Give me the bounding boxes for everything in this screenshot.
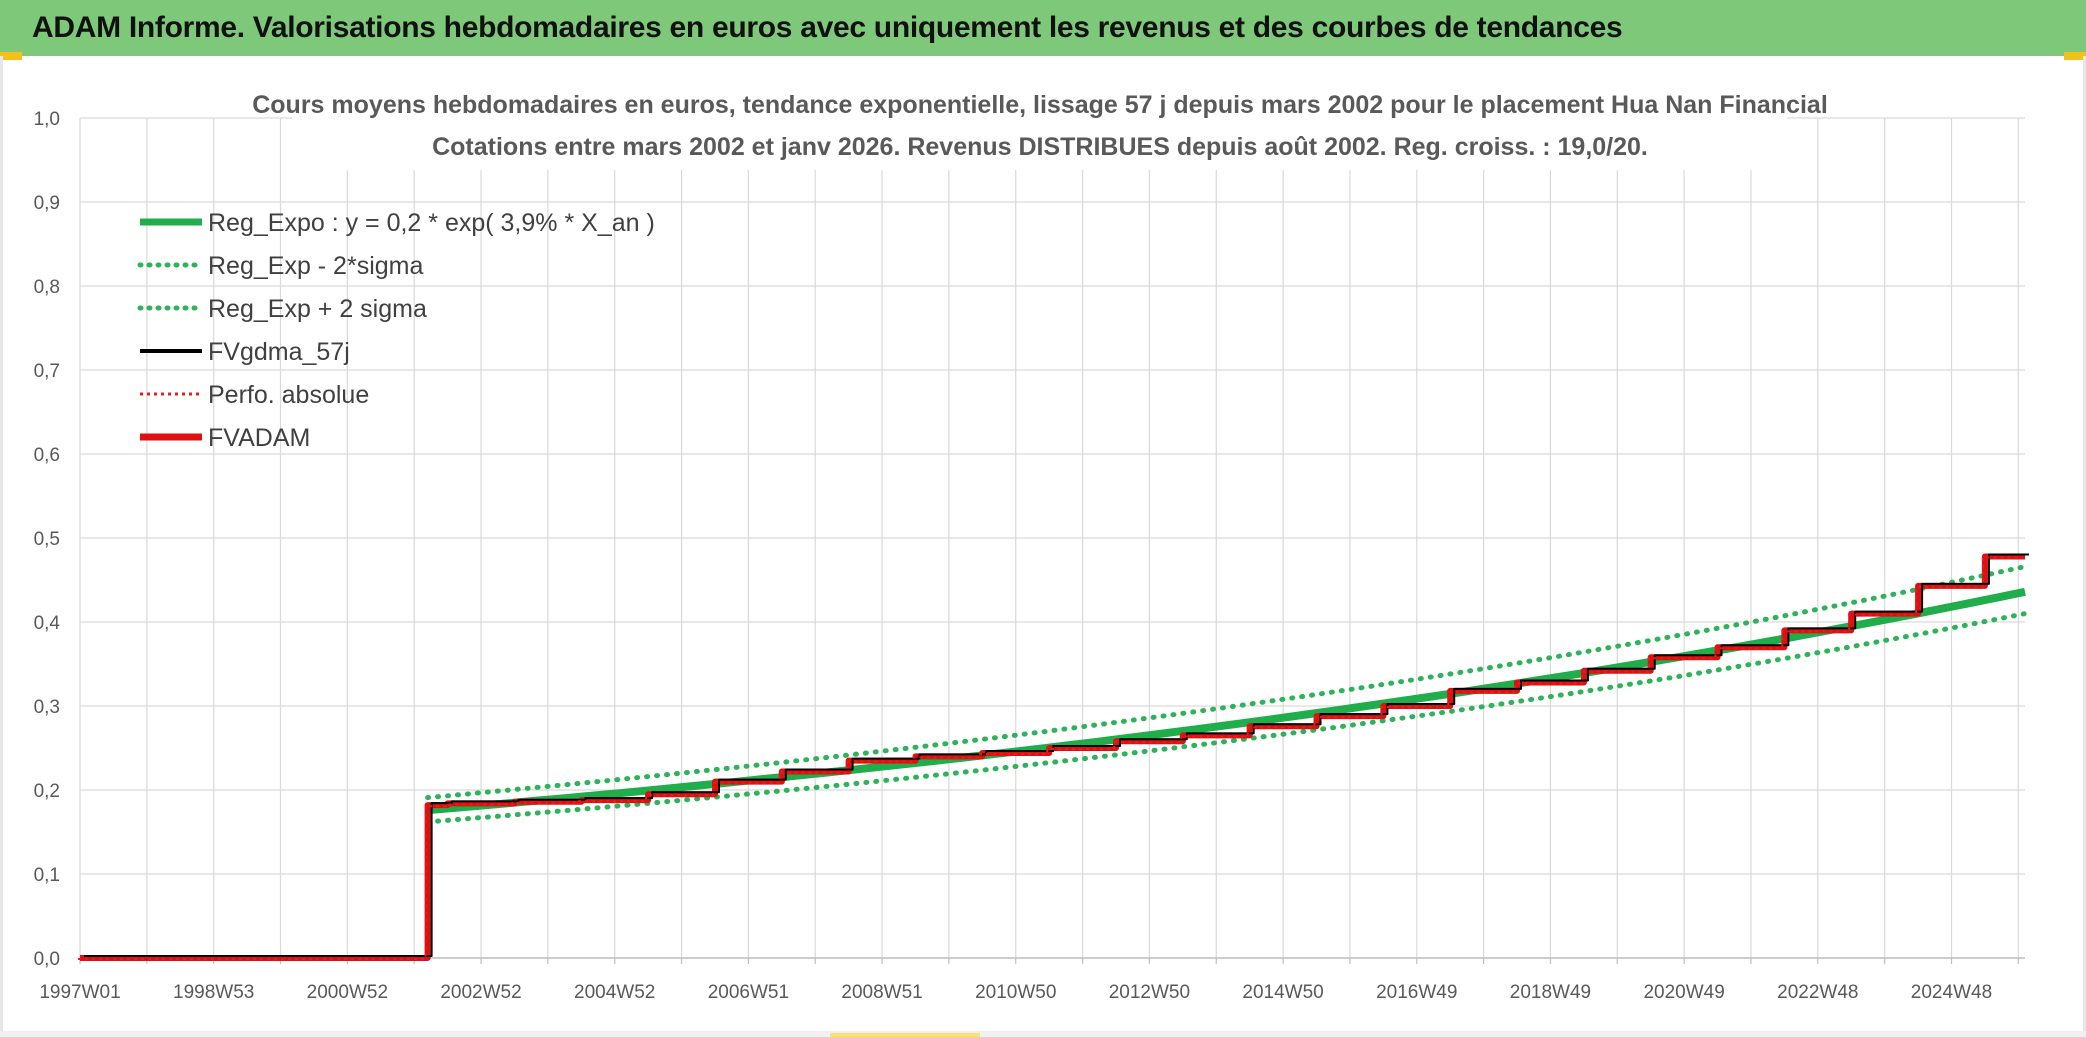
y-tick-label: 1,0 [34, 109, 60, 130]
x-tick-label: 2018W49 [1510, 982, 1591, 1003]
y-tick-label: 0,9 [34, 193, 60, 214]
y-tick-label: 0,6 [34, 445, 60, 466]
perfo-absolue-line [78, 556, 2023, 960]
x-tick-label: 2022W48 [1777, 982, 1858, 1003]
x-tick-label: 2020W49 [1643, 982, 1724, 1003]
bottom-bar [0, 1031, 2086, 1037]
fvadam-line [80, 553, 2025, 961]
y-tick-label: 0,0 [34, 949, 60, 970]
report-header: ADAM Informe. Valorisations hebdomadaire… [0, 0, 2086, 56]
legend-label: Reg_Exp - 2*sigma [208, 252, 423, 280]
y-axis-ticks: 0,0 0,1 0,2 0,3 0,4 0,5 0,6 0,7 0,8 0,9 1,0 [34, 109, 61, 970]
y-tick-label: 0,7 [34, 361, 60, 382]
chart-title-line-2: Cotations entre mars 2002 et janv 2026. … [432, 133, 1648, 161]
legend-label: FVgdma_57j [208, 338, 350, 366]
chart-title-line-1: Cours moyens hebdomadaires en euros, ten… [252, 91, 1828, 119]
report-title: ADAM Informe. Valorisations hebdomadaire… [32, 11, 1623, 44]
corner-accent-right [2064, 52, 2086, 60]
y-tick-label: 0,2 [34, 781, 60, 802]
x-tick-label: 2024W48 [1911, 982, 1992, 1003]
title-background [292, 84, 1787, 170]
x-axis-ticks: 1997W01 1998W53 2000W52 2002W52 2004W52 2006W… [39, 982, 1992, 1003]
legend-label: Reg_Exp + 2 sigma [208, 295, 427, 323]
reg-exp-plus-line [425, 564, 2028, 801]
y-tick-label: 0,3 [34, 697, 60, 718]
series-group [78, 553, 2029, 961]
fvgdma-line [84, 553, 2029, 957]
x-tick-label: 1997W01 [39, 982, 120, 1003]
chart-frame [0, 56, 2086, 1037]
x-tick-label: 2016W49 [1376, 982, 1457, 1003]
x-tick-label: 1998W53 [173, 982, 254, 1003]
corner-accent-left [0, 52, 22, 60]
y-tick-label: 0,1 [34, 865, 60, 886]
y-tick-label: 0,4 [34, 613, 61, 634]
y-tick-label: 0,8 [34, 277, 60, 298]
x-tick-label: 2002W52 [440, 982, 521, 1003]
x-tick-label: 2004W52 [574, 982, 655, 1003]
x-tick-label: 2000W52 [307, 982, 388, 1003]
reg-exp-minus-line [425, 611, 2028, 825]
legend-label: FVADAM [208, 424, 310, 452]
reg-expo-line [427, 587, 2026, 815]
legend-label: Perfo. absolue [208, 381, 369, 409]
y-tick-label: 0,5 [34, 529, 60, 550]
legend-label: Reg_Expo : y = 0,2 * exp( 3,9% * X_an ) [208, 209, 655, 237]
x-tick-label: 2010W50 [975, 982, 1056, 1003]
x-tick-label: 2008W51 [841, 982, 922, 1003]
x-tick-label: 2014W50 [1242, 982, 1323, 1003]
legend: Reg_Expo : y = 0,2 * exp( 3,9% * X_an ) R… [137, 209, 655, 452]
bottom-accent [830, 1033, 980, 1037]
x-tick-label: 2012W50 [1109, 982, 1190, 1003]
x-tick-label: 2006W51 [708, 982, 789, 1003]
